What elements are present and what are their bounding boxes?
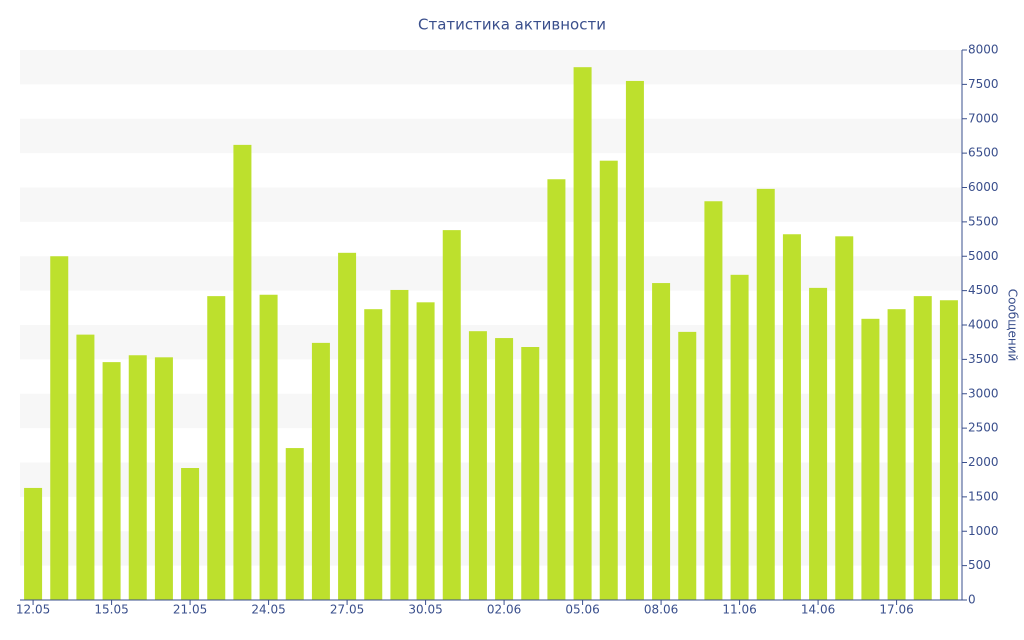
y-tick-label: 6000 [968,180,999,194]
bar [207,296,226,600]
bar [468,331,487,600]
bar [416,302,435,600]
bar [887,309,906,600]
grid-band [20,531,962,566]
x-tick-label: 21.05 [173,603,207,617]
x-tick-label: 15.05 [94,603,128,617]
bar [364,309,383,600]
chart-title: Статистика активности [418,16,606,34]
y-tick-label: 3500 [968,352,999,366]
y-tick-label: 7500 [968,77,999,91]
x-tick-label: 27.05 [330,603,364,617]
y-tick-label: 4500 [968,283,999,297]
y-tick-label: 5500 [968,214,999,228]
x-tick-label: 24.05 [251,603,285,617]
y-tick-label: 7000 [968,111,999,125]
bar [128,355,147,600]
y-tick-label: 6500 [968,146,999,160]
grid-band [20,462,962,497]
x-tick-label: 11.06 [722,603,756,617]
x-tick-label: 02.06 [487,603,521,617]
bar [756,188,775,600]
bar [599,160,618,600]
bar [913,296,932,600]
x-tick-label: 14.06 [801,603,835,617]
y-tick-label: 5000 [968,249,999,263]
bar [547,179,566,600]
y-tick-label: 500 [968,558,991,572]
bar [154,357,173,600]
bar [678,331,697,600]
bar [730,274,749,600]
bar [259,294,278,600]
bar [102,362,121,600]
bar [652,283,671,600]
bar [939,300,958,600]
y-axis-label: Сообщений [1006,289,1020,362]
bar [704,201,723,600]
y-tick-label: 2500 [968,421,999,435]
bar [782,234,801,600]
bar [285,448,304,600]
bar [625,80,644,600]
bar [861,318,880,600]
grid-band [20,393,962,429]
bar [521,347,540,600]
bar [573,67,592,600]
grid-band [20,256,962,291]
bar [338,252,357,600]
bar [50,256,69,600]
bar [809,287,828,600]
y-tick-label: 1500 [968,489,999,503]
grid-band [20,325,962,360]
bar [76,334,95,600]
grid-band [20,50,962,85]
bar [311,342,330,600]
x-tick-label: 12.05 [16,603,50,617]
x-tick-label: 17.06 [879,603,913,617]
y-tick-label: 3000 [968,386,999,400]
y-tick-label: 4000 [968,318,999,332]
bar [835,236,854,600]
y-tick-label: 0 [968,593,976,607]
bar [495,338,514,600]
x-tick-label: 08.06 [644,603,678,617]
bar [233,144,252,600]
bar [24,487,43,600]
y-tick-label: 1000 [968,524,999,538]
bar [442,230,461,600]
y-tick-label: 8000 [968,43,999,57]
bar [390,289,409,600]
grid-band [20,118,962,154]
bar [181,468,200,600]
y-tick-label: 2000 [968,455,999,469]
x-tick-label: 05.06 [565,603,599,617]
grid-band [20,187,962,222]
x-tick-label: 30.05 [408,603,442,617]
